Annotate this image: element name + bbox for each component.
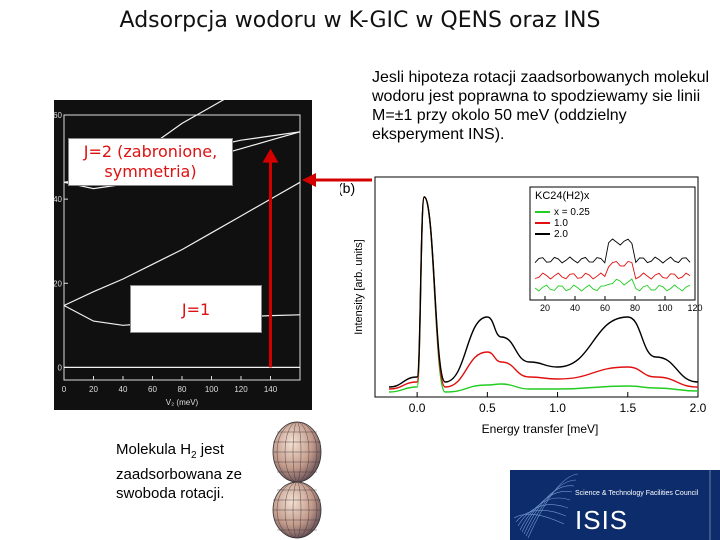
legend-entry: 1.0 [554,218,568,229]
label-j1-box: J=1 [130,285,262,333]
right-plot-frame [374,176,699,398]
inset-series-line [534,278,691,292]
label-j2-box: J=2 (zabronione, symmetria) [68,138,233,186]
red-arrow-head [262,148,279,163]
left-x-axis-label: V₂ (meV) [166,398,199,407]
left-xtick-label: 80 [178,385,187,394]
right-xtick-label: 1.5 [619,401,636,415]
left-ytick-label: 60 [54,111,63,120]
legend-entry: 2.0 [554,229,568,240]
left-xtick-label: 20 [89,385,98,394]
legend-entry: x = 0.25 [554,207,590,218]
molecule-caption: Molekula H2 jest zaadsorbowana ze swobod… [116,440,276,503]
right-y-axis-label: Intensity [arb. units] [353,239,365,334]
isis-swirl-icon [513,470,711,540]
isis-logo-block [510,470,720,540]
left-xtick-label: 0 [62,385,67,394]
left-xtick-label: 100 [205,385,219,394]
inset-xtick-label: 20 [540,303,550,313]
left-xtick-label: 40 [119,385,128,394]
molecule-orbital-icon [272,421,322,539]
molecule-caption-sub: 2 [191,450,197,461]
left-ytick-label: 40 [54,195,63,204]
panel-label-b: (b) [340,180,355,196]
left-series-line [63,181,301,307]
right-xtick-label: 1.0 [549,401,566,415]
inset-xtick-label: 60 [600,303,610,313]
inset-xtick-label: 40 [570,303,580,313]
series-20-line [388,196,699,388]
left-ytick-label: 20 [54,279,63,288]
logo-isis-text: ISIS [575,505,629,535]
left-ytick-label: 0 [58,363,63,372]
inset-series-line [534,238,691,264]
right-x-axis-label: Energy transfer [meV] [482,422,599,436]
legend-title: KC24(H2)x [535,190,590,202]
inset-xtick-label: 100 [657,303,672,313]
logo-council-text: Science & Technology Facilities Council [575,490,699,497]
inset-series-line [534,260,691,280]
left-xtick-label: 140 [264,385,278,394]
molecule-caption-pre: Molekula H [116,441,192,458]
right-xtick-label: 2.0 [690,401,707,415]
slide-title: Adsorpcja wodoru w K-GIC w QENS oraz INS [119,8,601,33]
inset-frame [529,186,696,301]
inset-xtick-label: 80 [630,303,640,313]
right-xtick-label: 0.0 [409,401,426,415]
inset-xtick-label: 120 [687,303,702,313]
hypothesis-text: Jesli hipoteza rotacji zaadsorbowanych m… [372,69,710,143]
ins-spectrum-chart: 0.0 0.5 1.0 1.5 2.0 Energy transfer [meV] Inte… [340,176,707,436]
molecule-caption-post: jest zaadsorbowana ze swoboda rotacji. [116,441,242,502]
right-xtick-label: 0.5 [479,401,496,415]
red-pointer-head [302,173,316,187]
left-xtick-label: 120 [234,385,248,394]
left-xtick-label: 60 [148,385,157,394]
